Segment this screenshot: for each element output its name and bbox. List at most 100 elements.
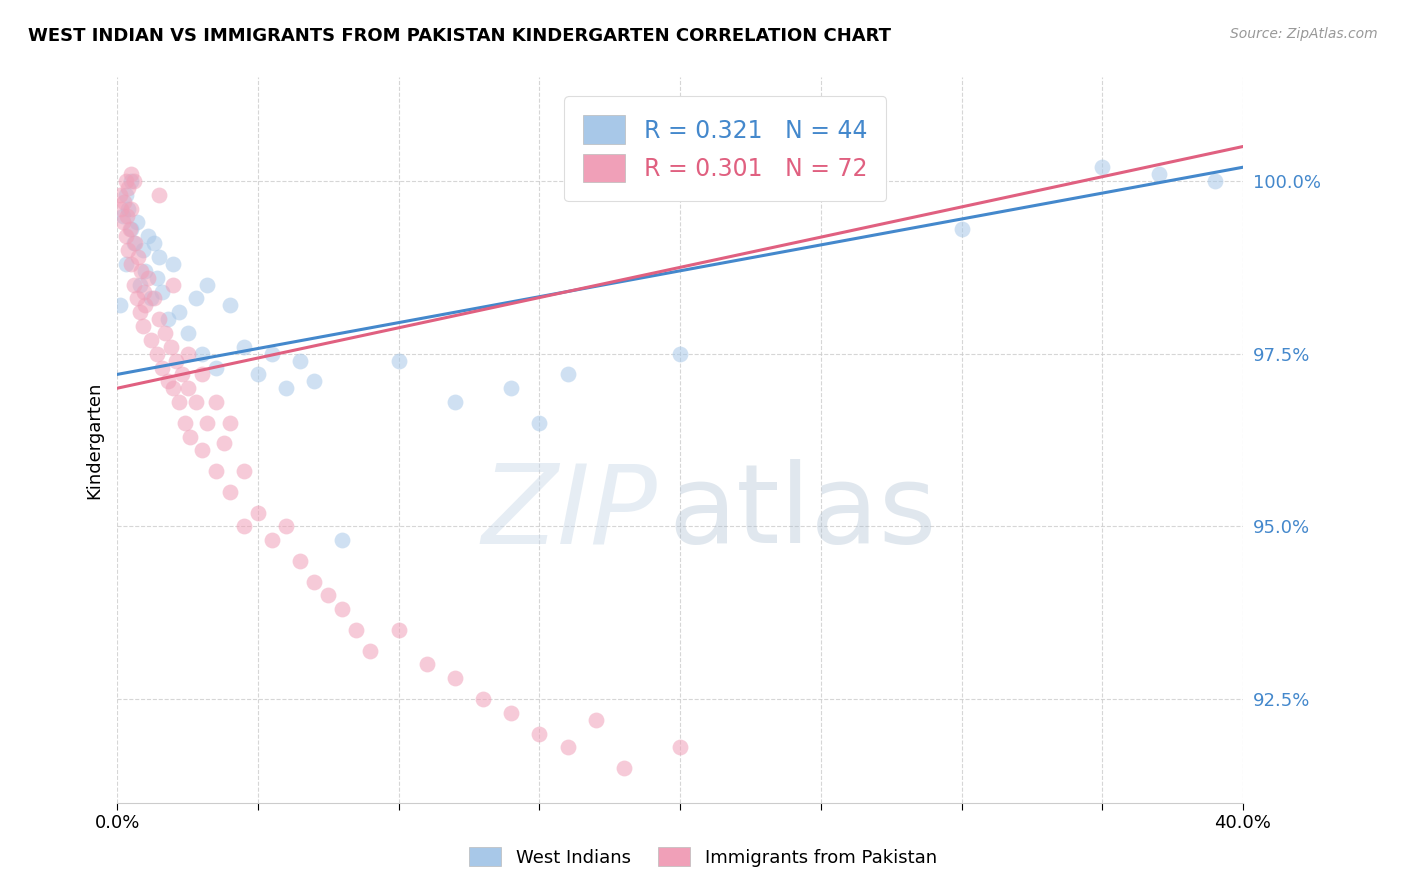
Point — [131, 243, 153, 257]
Text: ZIP: ZIP — [482, 459, 658, 566]
Point — [114, 174, 136, 188]
Point — [162, 277, 184, 292]
Point — [134, 264, 156, 278]
Point — [170, 368, 193, 382]
Point — [110, 202, 132, 216]
Point — [153, 326, 176, 340]
Point — [501, 706, 523, 720]
Legend: West Indians, Immigrants from Pakistan: West Indians, Immigrants from Pakistan — [461, 840, 945, 874]
Point — [260, 533, 283, 548]
Point — [145, 270, 167, 285]
Point — [148, 312, 170, 326]
Point — [167, 305, 190, 319]
Point — [190, 443, 212, 458]
Point — [136, 229, 159, 244]
Point — [122, 236, 145, 251]
Point — [129, 264, 152, 278]
Point — [204, 360, 226, 375]
Point — [108, 298, 131, 312]
Point — [288, 554, 311, 568]
Text: WEST INDIAN VS IMMIGRANTS FROM PAKISTAN KINDERGARTEN CORRELATION CHART: WEST INDIAN VS IMMIGRANTS FROM PAKISTAN … — [28, 27, 891, 45]
Point — [114, 187, 136, 202]
Point — [472, 692, 495, 706]
Point — [204, 395, 226, 409]
Point — [388, 353, 411, 368]
Point — [204, 464, 226, 478]
Point — [142, 292, 165, 306]
Point — [112, 194, 135, 209]
Point — [190, 347, 212, 361]
Point — [613, 761, 636, 775]
Point — [118, 222, 141, 236]
Point — [232, 464, 254, 478]
Point — [302, 374, 325, 388]
Point — [501, 381, 523, 395]
Point — [165, 353, 187, 368]
Point — [184, 395, 207, 409]
Point — [246, 368, 269, 382]
Point — [1147, 167, 1170, 181]
Point — [145, 347, 167, 361]
Point — [218, 416, 240, 430]
Point — [330, 602, 353, 616]
Point — [176, 347, 198, 361]
Point — [139, 333, 162, 347]
Point — [195, 277, 218, 292]
Point — [274, 519, 297, 533]
Point — [176, 381, 198, 395]
Point — [360, 643, 382, 657]
Point — [142, 236, 165, 251]
Point — [156, 374, 179, 388]
Point — [114, 229, 136, 244]
Point — [529, 726, 551, 740]
Point — [111, 209, 134, 223]
Point — [218, 298, 240, 312]
Point — [125, 215, 148, 229]
Point — [557, 368, 579, 382]
Point — [120, 202, 142, 216]
Point — [159, 340, 181, 354]
Point — [111, 215, 134, 229]
Point — [124, 236, 146, 251]
Point — [218, 484, 240, 499]
Point — [162, 381, 184, 395]
Point — [232, 519, 254, 533]
Text: atlas: atlas — [669, 459, 938, 566]
Point — [246, 506, 269, 520]
Point — [167, 395, 190, 409]
Point — [128, 277, 150, 292]
Point — [128, 305, 150, 319]
Point — [150, 360, 173, 375]
Text: Source: ZipAtlas.com: Source: ZipAtlas.com — [1230, 27, 1378, 41]
Point — [1204, 174, 1226, 188]
Point — [117, 243, 139, 257]
Point — [344, 623, 367, 637]
Point — [416, 657, 439, 672]
Point — [127, 250, 149, 264]
Point — [134, 298, 156, 312]
Point — [150, 285, 173, 299]
Legend: R = 0.321   N = 44, R = 0.301   N = 72: R = 0.321 N = 44, R = 0.301 N = 72 — [564, 96, 886, 202]
Point — [195, 416, 218, 430]
Point — [950, 222, 973, 236]
Point — [114, 257, 136, 271]
Point — [288, 353, 311, 368]
Point — [260, 347, 283, 361]
Point — [148, 250, 170, 264]
Point — [173, 416, 195, 430]
Point — [120, 222, 142, 236]
Point — [444, 395, 467, 409]
Point — [330, 533, 353, 548]
Point — [120, 174, 142, 188]
Point — [176, 326, 198, 340]
Point — [585, 713, 607, 727]
Point — [388, 623, 411, 637]
Point — [302, 574, 325, 589]
Point — [274, 381, 297, 395]
Point — [529, 416, 551, 430]
Point — [669, 740, 692, 755]
Point — [122, 277, 145, 292]
Point — [136, 270, 159, 285]
Point — [162, 257, 184, 271]
Point — [669, 347, 692, 361]
